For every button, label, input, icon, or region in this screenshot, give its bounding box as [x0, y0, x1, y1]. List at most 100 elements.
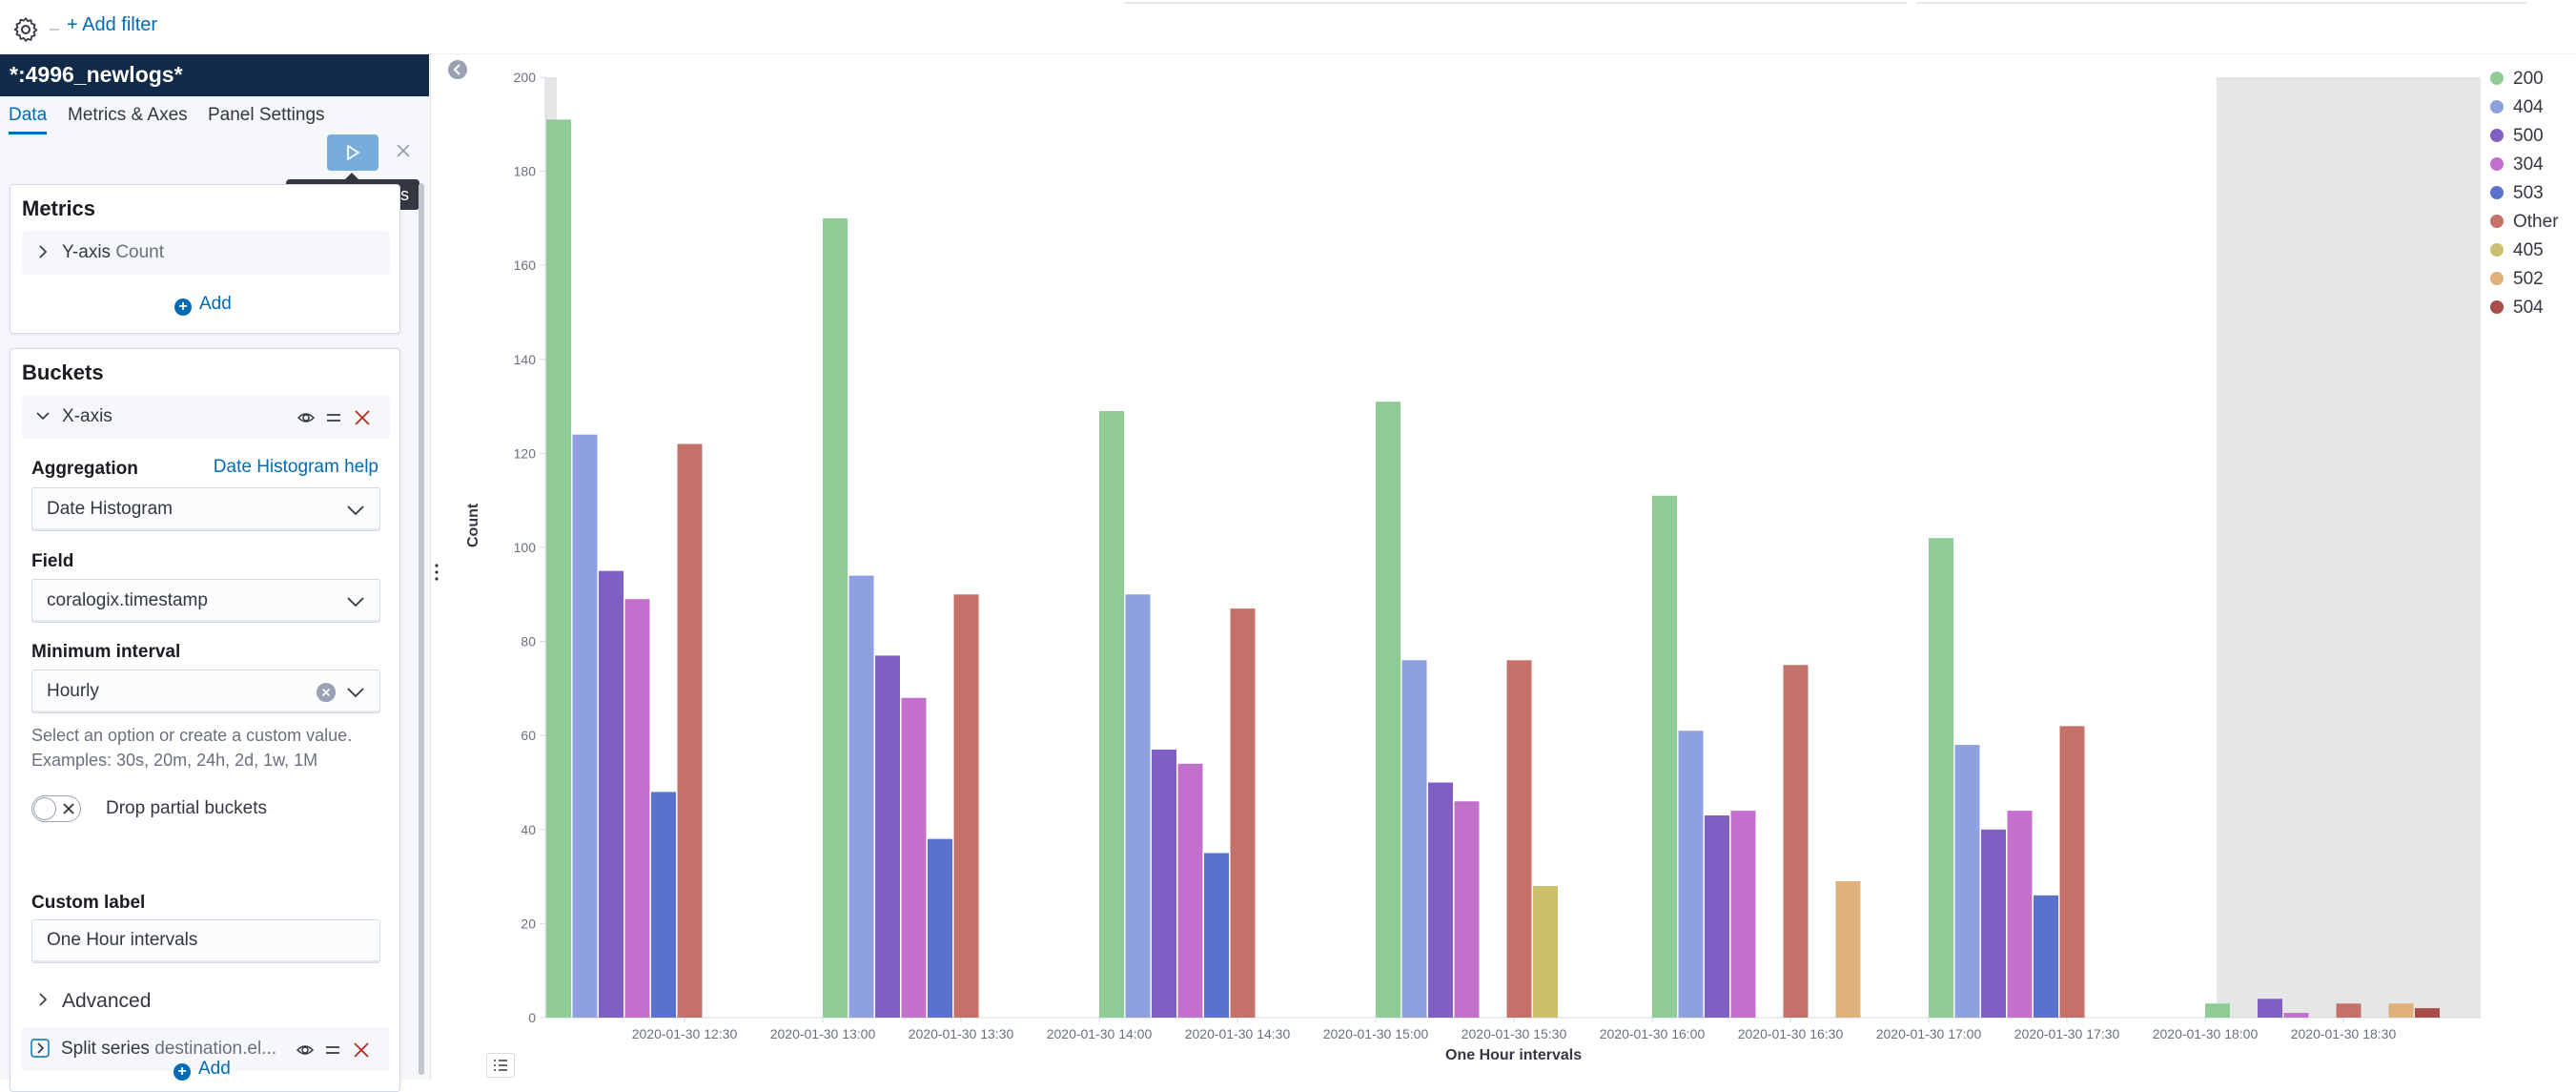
advanced-label: Advanced: [62, 990, 152, 1012]
add-bucket-label: Add: [198, 1059, 231, 1079]
bar-405-3[interactable]: [1533, 885, 1558, 1018]
minimum-interval-combobox[interactable]: Hourly: [31, 670, 380, 713]
bar-503-1[interactable]: [928, 838, 952, 1018]
legend-item-200[interactable]: 200: [2490, 69, 2544, 90]
advanced-toggle[interactable]: Advanced: [22, 979, 390, 1022]
drop-partial-buckets-switch[interactable]: [31, 795, 81, 822]
y-axis-row[interactable]: Y-axis Count: [22, 231, 390, 275]
interval-help-text: Select an option or create a custom valu…: [31, 723, 384, 773]
split-series-row[interactable]: Split series destination.el...: [21, 1027, 389, 1071]
legend-color-dot: [2490, 157, 2504, 171]
bar-404-1[interactable]: [848, 575, 874, 1018]
bar-other-5[interactable]: [2059, 726, 2085, 1018]
x-axis-title: One Hour intervals: [1445, 1047, 1583, 1063]
x-axis-row[interactable]: X-axis: [22, 395, 390, 439]
aggregation-select[interactable]: Date Histogram: [31, 487, 380, 531]
bar-other-1[interactable]: [953, 594, 979, 1018]
legend-label: 404: [2513, 97, 2544, 117]
bar-other-4[interactable]: [1783, 665, 1809, 1018]
bar-304-2[interactable]: [1177, 763, 1203, 1018]
drag-handle-icon[interactable]: [327, 414, 340, 422]
legend-color-dot: [2490, 215, 2504, 228]
bar-404-5[interactable]: [1954, 745, 1980, 1018]
bar-500-0[interactable]: [599, 570, 624, 1018]
eye-icon[interactable]: [296, 1045, 315, 1055]
bar-200-0[interactable]: [546, 119, 571, 1019]
bar-304-6[interactable]: [2283, 1013, 2309, 1018]
tab-metrics-axes[interactable]: Metrics & Axes: [68, 105, 188, 125]
gear-icon[interactable]: [11, 15, 40, 44]
bar-304-5[interactable]: [2007, 811, 2033, 1018]
legend-item-404[interactable]: 404: [2490, 97, 2544, 118]
y-tick-label: 100: [514, 540, 537, 555]
bar-200-4[interactable]: [1652, 495, 1677, 1018]
legend-item-500[interactable]: 500: [2490, 126, 2544, 147]
add-bucket-button[interactable]: + Add: [174, 1059, 231, 1081]
x-axis-label: X-axis: [62, 406, 112, 426]
bar-404-3[interactable]: [1401, 660, 1427, 1018]
custom-label-input[interactable]: One Hour intervals: [31, 919, 380, 963]
split-series-label: Split series: [61, 1039, 150, 1059]
bar-500-5[interactable]: [1981, 829, 2006, 1018]
bar-500-1[interactable]: [875, 655, 900, 1018]
resize-handle-icon[interactable]: [435, 563, 439, 582]
bar-503-0[interactable]: [651, 792, 676, 1018]
eye-icon[interactable]: [296, 413, 316, 422]
legend-item-503[interactable]: 503: [2490, 183, 2544, 204]
list-icon: [494, 1060, 507, 1071]
bar-404-2[interactable]: [1125, 594, 1151, 1018]
bar-502-4[interactable]: [1835, 881, 1861, 1018]
drop-partial-buckets-label: Drop partial buckets: [106, 798, 267, 818]
bar-500-4[interactable]: [1705, 815, 1729, 1018]
legend-toggle-button[interactable]: [486, 1053, 515, 1078]
bar-304-3[interactable]: [1454, 801, 1480, 1018]
collapse-sidebar-button[interactable]: [448, 60, 467, 79]
bar-200-1[interactable]: [823, 217, 848, 1018]
remove-icon[interactable]: [354, 1042, 369, 1058]
query-bar-edge: [1125, 0, 1907, 4]
bar-200-5[interactable]: [1929, 538, 1953, 1018]
bar-502-6[interactable]: [2388, 1003, 2414, 1018]
bar-other-0[interactable]: [677, 443, 703, 1018]
add-metric-button[interactable]: + Add: [174, 294, 232, 316]
clear-icon[interactable]: [317, 683, 336, 702]
tab-data[interactable]: Data: [9, 105, 48, 134]
bar-500-2[interactable]: [1152, 749, 1176, 1018]
bar-500-6[interactable]: [2258, 999, 2282, 1018]
bar-other-6[interactable]: [2336, 1003, 2361, 1018]
field-label: Field: [31, 551, 74, 571]
bar-404-0[interactable]: [572, 434, 598, 1018]
sidebar-scrollbar[interactable]: [419, 183, 424, 1075]
field-select[interactable]: coralogix.timestamp: [31, 579, 380, 623]
bar-503-2[interactable]: [1204, 853, 1229, 1018]
bar-304-0[interactable]: [624, 599, 650, 1018]
bar-304-4[interactable]: [1730, 811, 1756, 1018]
chevron-right-icon: [39, 245, 48, 258]
legend-item-504[interactable]: 504: [2490, 298, 2544, 319]
bar-500-3[interactable]: [1428, 782, 1453, 1019]
x-tick-label: 2020-01-30 13:00: [770, 1026, 876, 1041]
bar-200-2[interactable]: [1099, 411, 1124, 1018]
legend-item-502[interactable]: 502: [2490, 269, 2544, 290]
apply-changes-button[interactable]: [327, 134, 378, 171]
legend-item-405[interactable]: 405: [2490, 240, 2544, 261]
bar-504-6[interactable]: [2415, 1008, 2440, 1018]
add-filter-link[interactable]: + Add filter: [67, 14, 158, 35]
discard-changes-icon[interactable]: [393, 140, 414, 161]
y-tick-label: 20: [521, 916, 536, 931]
bar-404-4[interactable]: [1678, 731, 1704, 1018]
y-tick-label: 160: [514, 258, 537, 273]
bar-200-3[interactable]: [1376, 402, 1400, 1018]
legend-item-304[interactable]: 304: [2490, 155, 2544, 175]
bar-other-2[interactable]: [1230, 608, 1256, 1018]
remove-icon[interactable]: [355, 410, 370, 425]
bar-304-1[interactable]: [901, 697, 927, 1018]
bar-other-3[interactable]: [1506, 660, 1532, 1018]
bar-503-5[interactable]: [2034, 895, 2058, 1018]
tab-panel-settings[interactable]: Panel Settings: [208, 105, 325, 125]
date-histogram-help-link[interactable]: Date Histogram help: [213, 457, 378, 477]
drag-handle-icon[interactable]: [326, 1046, 339, 1054]
bar-200-6[interactable]: [2205, 1003, 2230, 1018]
legend-item-other[interactable]: Other: [2490, 212, 2559, 233]
